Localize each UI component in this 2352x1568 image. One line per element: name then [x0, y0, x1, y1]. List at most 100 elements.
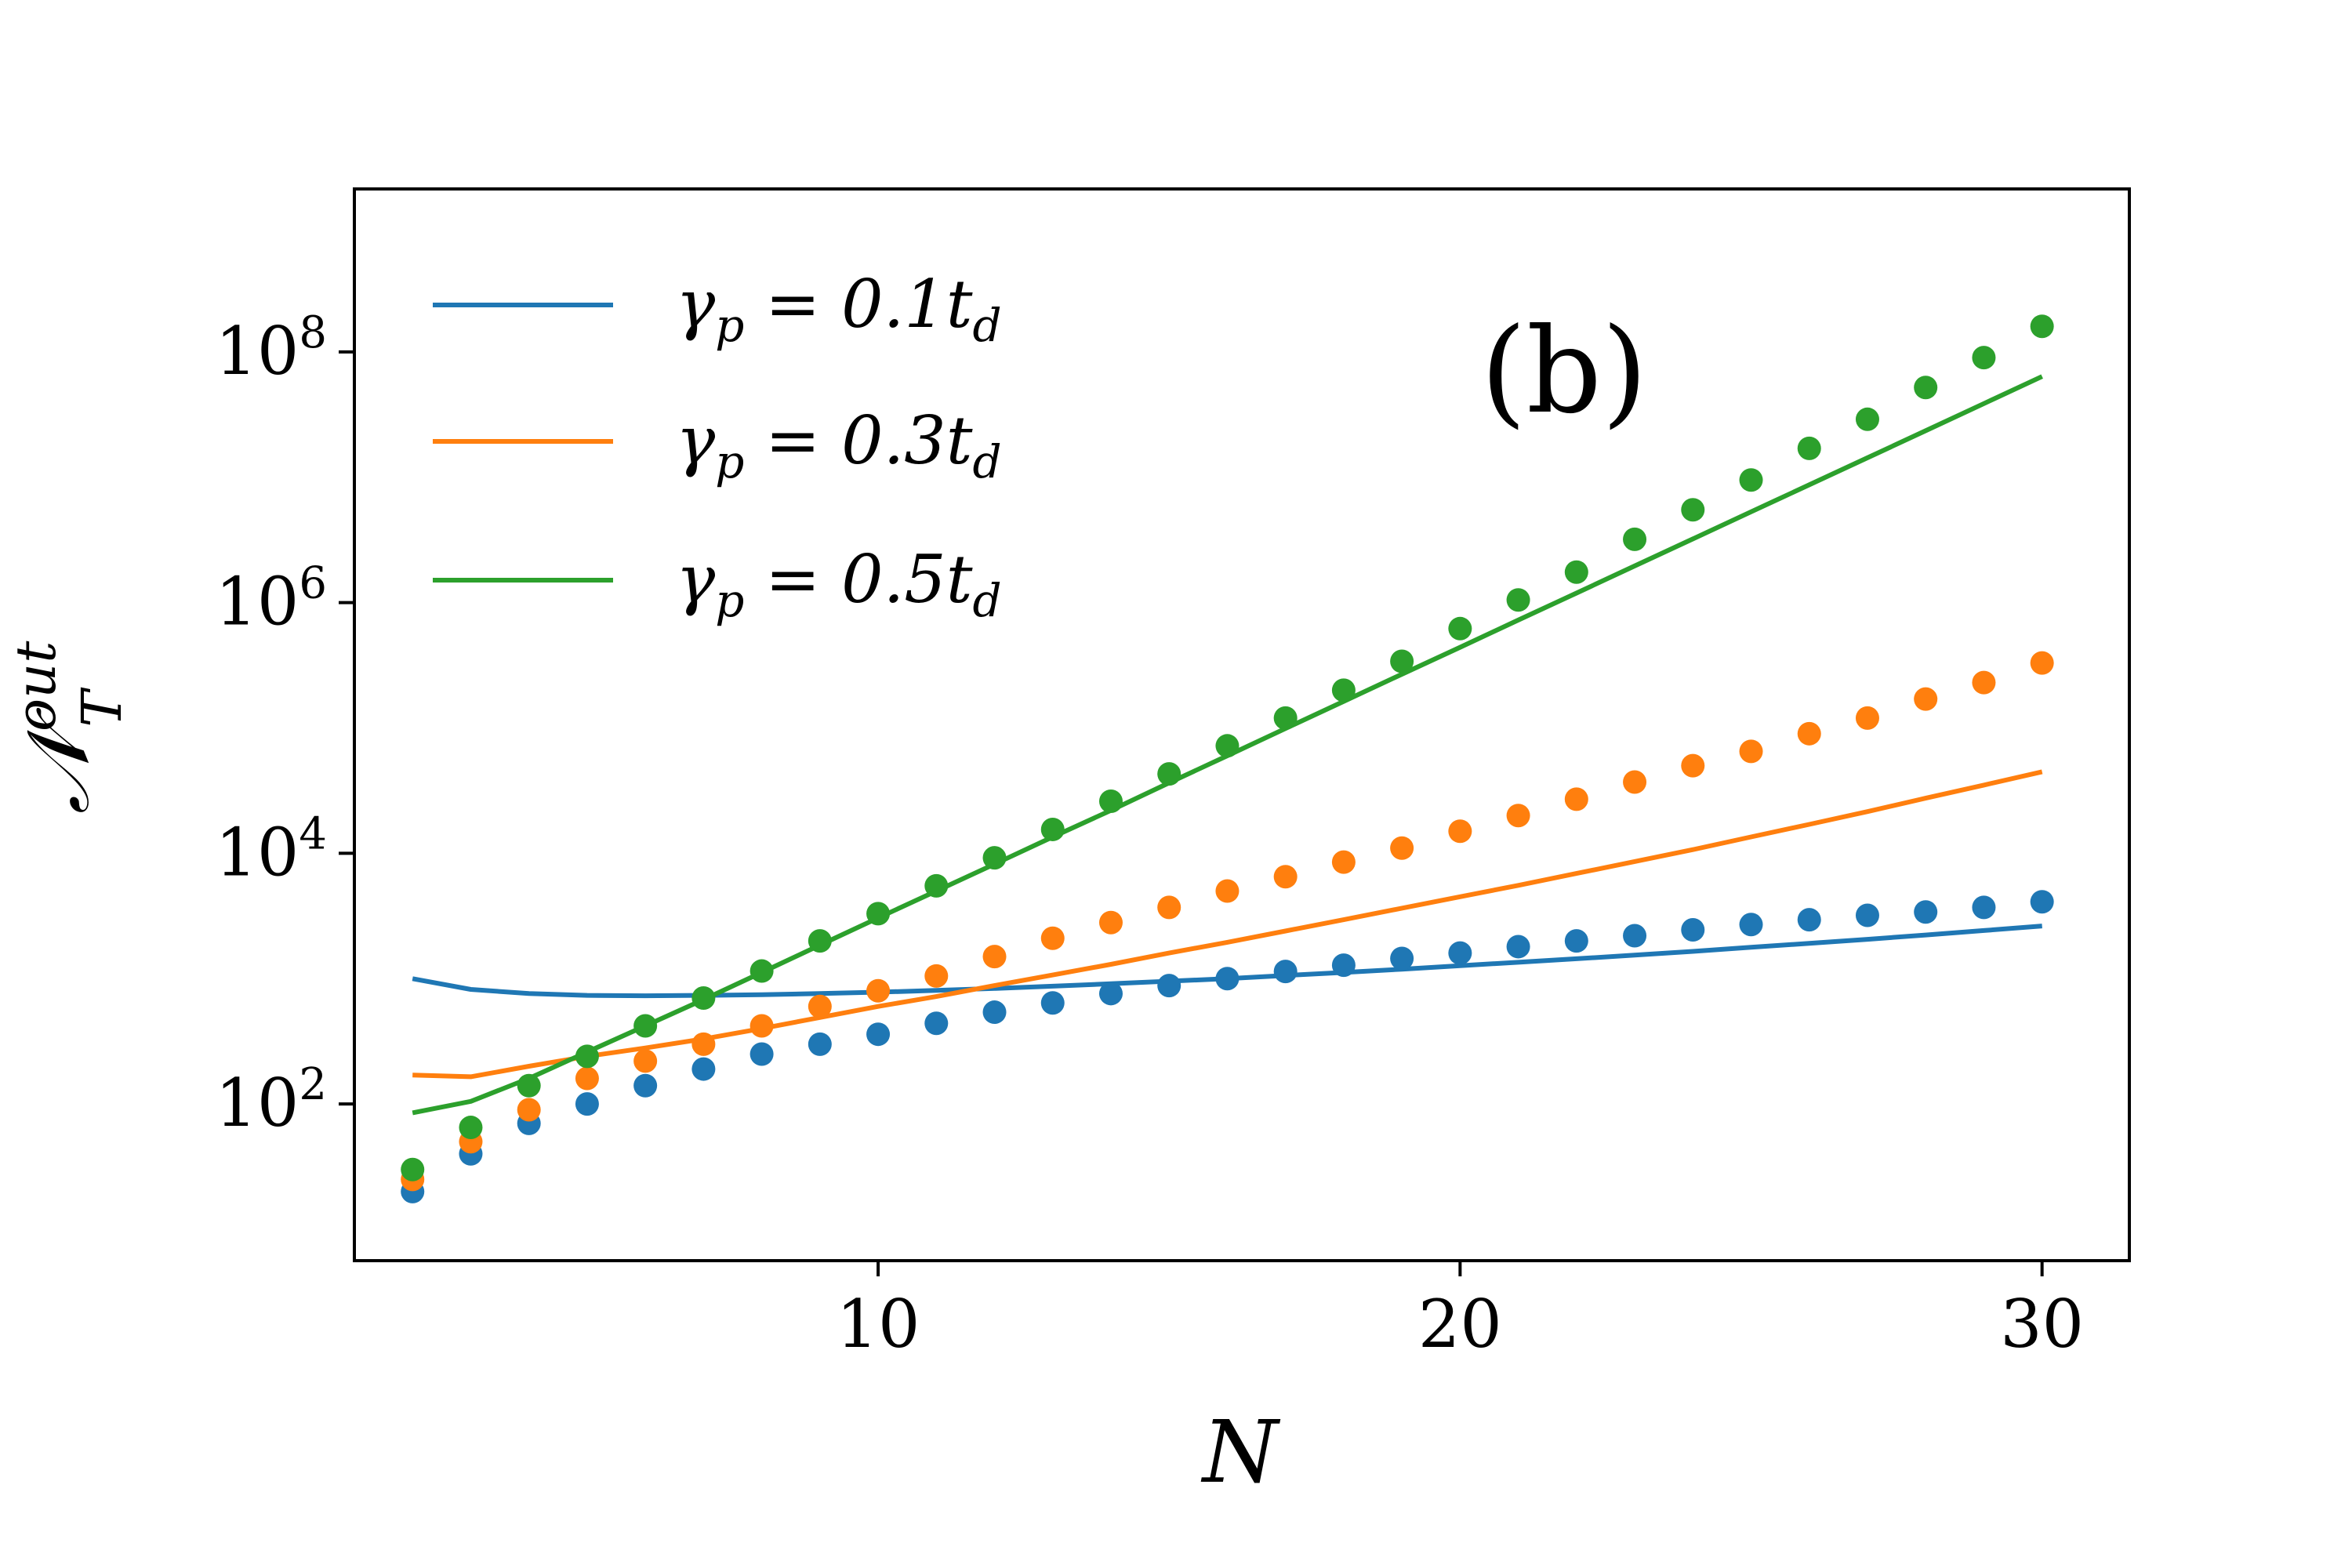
y-axis-label-group: 𝒩outT: [4, 641, 134, 815]
data-point: [808, 1032, 832, 1056]
legend-entry-3: γp = 0.5td: [676, 541, 1002, 627]
legend-gamma: γ: [676, 541, 716, 618]
x-axis-label: N: [1200, 1402, 1281, 1502]
data-point: [1797, 908, 1821, 932]
data-point: [750, 1042, 774, 1066]
data-point: [633, 1073, 658, 1098]
data-point: [750, 1014, 774, 1038]
y-tick-base: 10: [215, 564, 299, 641]
data-point: [1914, 900, 1938, 924]
data-point: [517, 1073, 541, 1098]
data-point: [1739, 913, 1763, 937]
data-point: [1390, 649, 1414, 673]
x-tick-label: 10: [837, 1286, 920, 1363]
data-point: [691, 1057, 716, 1081]
legend-entry-2: γp = 0.3td: [676, 402, 1002, 488]
y-tick-exponent: 4: [299, 808, 327, 859]
y-axis-label-sub: T: [70, 688, 134, 728]
data-point: [1331, 953, 1356, 978]
data-point: [750, 959, 774, 983]
data-point: [1157, 762, 1181, 786]
data-point: [808, 994, 832, 1018]
data-point: [1273, 706, 1298, 730]
data-point: [808, 929, 832, 953]
data-point: [1914, 376, 1938, 400]
y-tick-exponent: 6: [299, 558, 327, 609]
data-point: [1040, 817, 1065, 841]
data-point: [1157, 974, 1181, 998]
data-point: [924, 873, 949, 898]
y-axis-label: 𝒩outT: [4, 641, 134, 815]
data-point: [1623, 527, 1647, 551]
data-point: [866, 1022, 891, 1047]
y-tick-label: 108: [215, 307, 327, 390]
series-line-2: [412, 769, 2043, 1080]
data-point: [517, 1098, 541, 1122]
y-tick-label: 106: [215, 558, 327, 641]
data-point: [1040, 991, 1065, 1015]
data-point: [1098, 789, 1123, 814]
data-point: [1855, 407, 1879, 431]
data-point: [1972, 346, 1996, 370]
y-axis-label-sup: out: [4, 641, 68, 731]
data-point: [1390, 836, 1414, 860]
data-point: [1564, 929, 1588, 953]
data-point: [1972, 895, 1996, 920]
data-point: [1506, 588, 1530, 612]
data-point: [1797, 721, 1821, 746]
data-point: [1681, 753, 1705, 778]
legend-sub: p: [715, 299, 744, 352]
y-tick-label: 102: [215, 1059, 327, 1142]
data-point: [1739, 739, 1763, 764]
data-point: [982, 846, 1007, 870]
data-point: [633, 1049, 658, 1073]
data-point: [1448, 819, 1472, 844]
y-tick-base: 10: [215, 1065, 299, 1142]
legend-tsub: d: [972, 299, 1001, 352]
legend-sub: p: [715, 435, 744, 488]
panel-label: (b): [1480, 303, 1647, 440]
data-point: [982, 1000, 1007, 1025]
series-points: [401, 314, 2054, 1203]
y-tick-base: 10: [215, 814, 299, 891]
plot-frame: [353, 187, 2131, 1262]
y-tick-label: 104: [215, 808, 327, 891]
y-tick-exponent: 8: [299, 307, 327, 358]
data-point: [575, 1066, 599, 1091]
data-point: [1506, 804, 1530, 828]
legend-eq: = 0.5t: [744, 541, 972, 618]
data-point: [459, 1116, 483, 1140]
legend-gamma: γ: [676, 402, 716, 479]
data-point: [691, 1032, 716, 1056]
data-point: [866, 902, 891, 926]
data-point: [866, 978, 891, 1003]
legend-tsub: d: [972, 574, 1001, 627]
data-point: [575, 1044, 599, 1069]
data-point: [1098, 910, 1123, 935]
data-point: [575, 1092, 599, 1116]
data-point: [633, 1014, 658, 1038]
data-point: [2030, 651, 2054, 675]
x-tick-label: 20: [1418, 1286, 1502, 1363]
data-point: [1448, 616, 1472, 641]
legend-gamma: γ: [676, 266, 716, 343]
data-point: [691, 986, 716, 1011]
data-point: [1040, 926, 1065, 950]
data-point: [1623, 924, 1647, 948]
data-point: [924, 1011, 949, 1036]
data-point: [1972, 670, 1996, 695]
data-point: [1797, 436, 1821, 460]
legend-tsub: d: [972, 435, 1001, 488]
data-point: [2030, 890, 2054, 914]
data-point: [1855, 903, 1879, 927]
data-point: [1157, 895, 1181, 920]
y-tick-exponent: 2: [299, 1059, 327, 1110]
legend-entry-1: γp = 0.1td: [676, 266, 1002, 352]
data-point: [1215, 879, 1240, 903]
data-point: [1914, 687, 1938, 711]
legend-sub: p: [715, 574, 744, 627]
data-point: [1215, 734, 1240, 758]
